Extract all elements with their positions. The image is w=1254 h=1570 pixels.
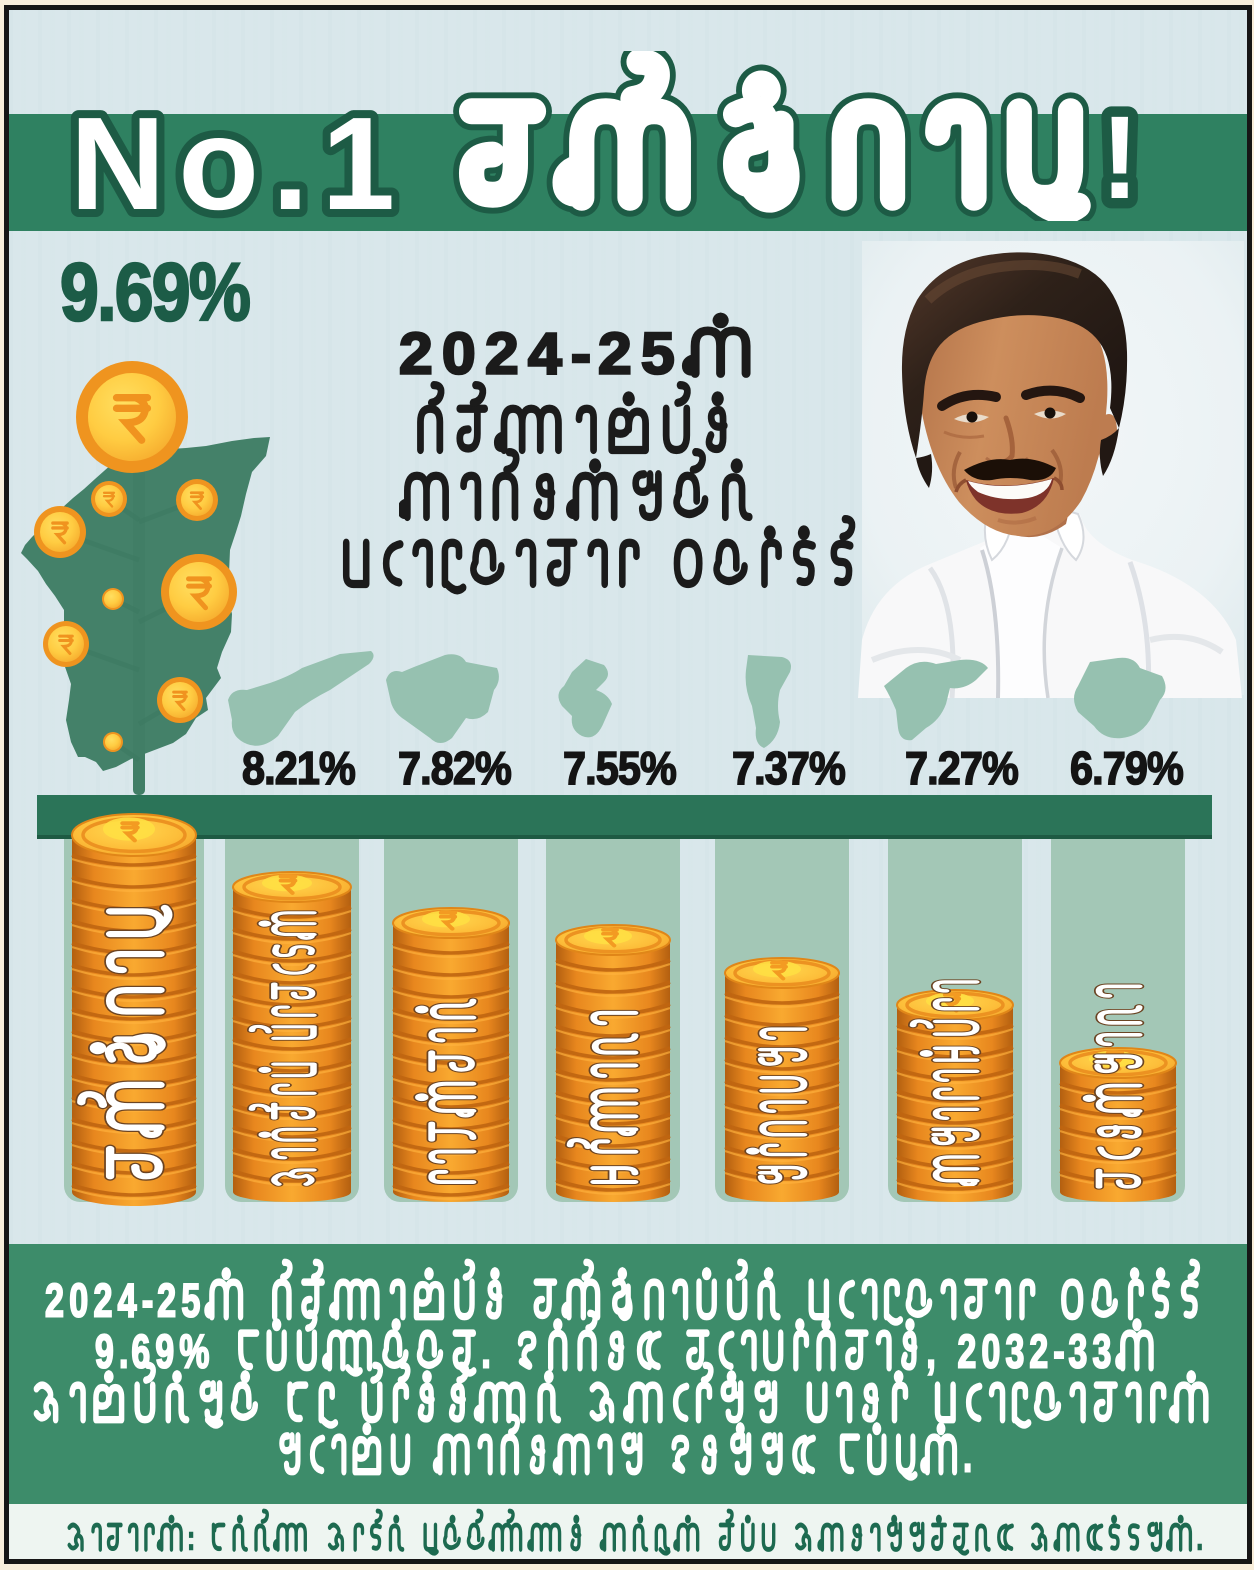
svg-text:-: - (571, 321, 591, 385)
svg-text:.: . (481, 1325, 490, 1377)
svg-text:3: 3 (1005, 1325, 1024, 1377)
svg-text:2: 2 (157, 1274, 176, 1326)
svg-text:2: 2 (598, 321, 632, 385)
svg-text:5: 5 (181, 1274, 200, 1326)
svg-text:.: . (1196, 1520, 1202, 1556)
svg-text:2: 2 (1029, 1325, 1048, 1377)
svg-text:2: 2 (93, 1274, 112, 1326)
svg-text:!: ! (1101, 92, 1139, 221)
svg-text:9: 9 (95, 1325, 114, 1377)
svg-text:No.1: No.1 (70, 90, 408, 231)
svg-text:3: 3 (1092, 1325, 1111, 1377)
svg-text::: : (187, 1520, 195, 1556)
svg-text:.: . (963, 1429, 972, 1481)
svg-text:4: 4 (118, 1274, 137, 1326)
svg-text:2: 2 (485, 321, 519, 385)
svg-text:0: 0 (69, 1274, 88, 1326)
svg-text:9: 9 (155, 1325, 174, 1377)
svg-text:-: - (142, 1274, 153, 1326)
svg-text:0: 0 (442, 321, 476, 385)
svg-text:2: 2 (399, 321, 433, 385)
svg-text:5: 5 (641, 321, 675, 385)
svg-text:.: . (119, 1325, 128, 1377)
svg-text:2: 2 (957, 1325, 976, 1377)
svg-text:0: 0 (981, 1325, 1000, 1377)
svg-text:,: , (926, 1325, 935, 1377)
svg-text:3: 3 (1069, 1325, 1088, 1377)
svg-text:-: - (1053, 1325, 1064, 1377)
svg-text:%: % (179, 1325, 209, 1377)
svg-text:2: 2 (45, 1274, 64, 1326)
svg-text:4: 4 (528, 321, 562, 385)
